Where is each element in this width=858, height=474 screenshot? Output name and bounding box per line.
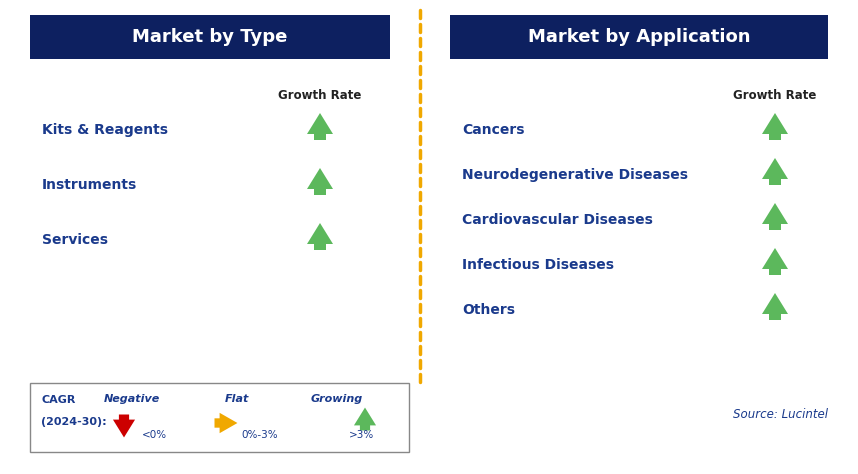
Polygon shape <box>354 408 376 430</box>
Text: Negative: Negative <box>104 394 160 404</box>
Polygon shape <box>762 293 788 320</box>
Polygon shape <box>307 113 333 140</box>
Text: Market by Type: Market by Type <box>132 28 287 46</box>
Text: Neurodegenerative Diseases: Neurodegenerative Diseases <box>462 168 688 182</box>
Text: 0%-3%: 0%-3% <box>241 430 278 440</box>
Text: Growth Rate: Growth Rate <box>734 89 817 101</box>
Polygon shape <box>762 158 788 185</box>
FancyBboxPatch shape <box>30 15 390 59</box>
Text: (2024-30):: (2024-30): <box>41 417 106 427</box>
FancyBboxPatch shape <box>30 383 409 452</box>
Text: CAGR: CAGR <box>41 395 76 405</box>
Polygon shape <box>214 413 238 433</box>
Text: Kits & Reagents: Kits & Reagents <box>42 123 168 137</box>
Polygon shape <box>307 223 333 250</box>
Text: Growth Rate: Growth Rate <box>278 89 362 101</box>
Polygon shape <box>113 414 135 438</box>
Text: Cardiovascular Diseases: Cardiovascular Diseases <box>462 213 653 227</box>
Text: Infectious Diseases: Infectious Diseases <box>462 258 614 272</box>
Polygon shape <box>762 113 788 140</box>
Text: Growing: Growing <box>311 394 363 404</box>
Text: Others: Others <box>462 303 515 317</box>
Text: Source: Lucintel: Source: Lucintel <box>733 409 828 421</box>
Text: Market by Application: Market by Application <box>528 28 750 46</box>
Polygon shape <box>762 203 788 230</box>
Text: Services: Services <box>42 233 108 247</box>
Polygon shape <box>307 168 333 195</box>
Polygon shape <box>762 248 788 275</box>
FancyBboxPatch shape <box>450 15 828 59</box>
Text: Cancers: Cancers <box>462 123 524 137</box>
Text: Instruments: Instruments <box>42 178 137 192</box>
Text: Flat: Flat <box>225 394 249 404</box>
Text: <0%: <0% <box>142 430 167 440</box>
Text: >3%: >3% <box>349 430 374 440</box>
